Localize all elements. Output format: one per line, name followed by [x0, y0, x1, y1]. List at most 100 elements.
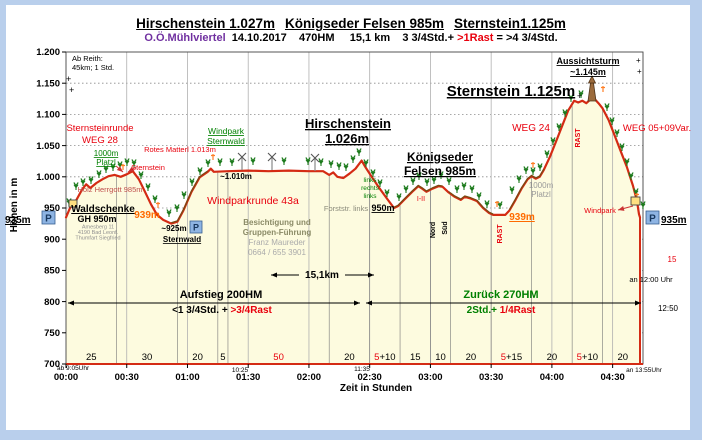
y-tick-label: 900 — [44, 234, 60, 245]
shrine-cross-icon — [531, 162, 535, 168]
tree-icon — [181, 191, 187, 199]
besichtigung-3: Franz Maureder — [249, 238, 306, 247]
x-tick-label: 04:30 — [600, 372, 624, 383]
tree-icon — [73, 182, 79, 190]
zurueck-time: 2Std.+ 1/4Rast — [467, 305, 536, 316]
i-ii-label: I-II — [417, 196, 425, 203]
segment-minutes-label: 30 — [142, 352, 153, 363]
tree-icon — [250, 157, 256, 165]
right-1250: 12:50 — [658, 304, 679, 313]
tree-icon — [145, 183, 151, 191]
x-tick-label: 03:00 — [418, 372, 442, 383]
weg-05-09-label: WEG 05+09Var. — [623, 123, 691, 134]
tree-icon — [556, 123, 562, 131]
tree-icon — [318, 158, 324, 166]
subtitle-total: = >4 3/4Std. — [493, 32, 558, 44]
segment-minutes-label: 50 — [273, 352, 284, 363]
tree-icon — [476, 192, 482, 200]
tree-icon — [431, 176, 437, 184]
tree-icon — [633, 188, 639, 196]
arrowhead — [271, 272, 277, 278]
tree-icon — [614, 129, 620, 137]
x-tick-label: 00:00 — [54, 372, 78, 383]
tree-icon — [229, 158, 235, 166]
platzl-left-2: Platzl — [96, 158, 116, 167]
besichtigung-1: Besichtigung und — [243, 218, 311, 227]
p-end-935m: 935m — [661, 215, 687, 226]
links-rechts-3: links — [363, 193, 377, 200]
chart-titles: Hirschenstein 1.027m Königseder Felsen 98… — [0, 16, 702, 44]
trail-overlay — [171, 170, 209, 224]
segment-minutes-label: 20 — [617, 352, 628, 363]
trail-overlay — [448, 191, 494, 215]
tree-icon — [350, 155, 356, 163]
y-tick-label: 1.050 — [36, 141, 60, 152]
tree-icon — [396, 193, 402, 201]
tree-icon — [370, 169, 376, 177]
windpark-sternwald-1: Windpark — [208, 126, 245, 136]
plus-left-1: + — [66, 74, 71, 84]
tree-icon — [537, 163, 543, 171]
tree-icon — [469, 185, 475, 193]
hirschenstein-label-1: Hirschenstein — [305, 116, 391, 131]
x-tick-label: 01:00 — [175, 372, 199, 383]
aufstieg-time: <1 3/4Std. + >3/4Rast — [172, 305, 272, 316]
tree-icon — [562, 109, 568, 117]
tree-icon — [438, 171, 444, 179]
tree-icon — [110, 163, 116, 171]
aussichtsturm-2: ~1.145m — [570, 67, 606, 77]
segment-minutes-label: 20 — [466, 352, 477, 363]
trail-overlay — [393, 184, 443, 208]
p-start-935m: 935m — [5, 215, 31, 226]
segment-minutes-label: 20 — [547, 352, 558, 363]
y-tick-label: 1.150 — [36, 78, 60, 89]
tree-icon — [336, 162, 342, 170]
rast-2-label: RAST — [575, 128, 582, 148]
aufstieg-label: Aufstieg 200HM — [180, 289, 263, 301]
tree-icon — [416, 172, 422, 180]
tree-icon — [205, 159, 211, 167]
platzl-right-1: 1000m — [529, 181, 554, 190]
x-tick-label: 00:30 — [115, 372, 139, 383]
tree-icon — [403, 185, 409, 193]
y-tick-label: 700 — [44, 359, 60, 370]
waldschenke-addr3: Thumfart Siegfried — [75, 236, 120, 242]
forststr-links-label: Forststr. links — [324, 204, 368, 213]
sub-title: O.Ö.Mühlviertel 14.10.2017 470HM 15,1 km… — [0, 32, 702, 44]
tree-icon — [152, 195, 158, 203]
sternwald-p-label: Sternwald — [163, 235, 201, 244]
tree-icon — [530, 167, 536, 175]
tree-icon — [640, 201, 646, 209]
tree-icon — [356, 148, 362, 156]
segment-minutes-label: 10 — [435, 352, 446, 363]
tree-icon — [124, 158, 130, 166]
parking-marker — [189, 220, 203, 234]
tree-icon — [568, 94, 574, 102]
x-tick-label: 04:00 — [540, 372, 564, 383]
shrine-cross-icon — [495, 201, 499, 207]
right-an-1200: an 12:00 Uhr — [629, 275, 673, 284]
arrowhead — [354, 300, 360, 306]
right-15: 15 — [668, 255, 677, 264]
wind-turbine-icon — [267, 152, 277, 162]
tree-icon — [424, 178, 430, 186]
koenigseder-label-1: Königseder — [407, 150, 473, 164]
shrine-cross-icon — [211, 154, 215, 160]
platzl-right-2: Platzl — [531, 190, 551, 199]
sternsteinrunde-label: Sternsteinrunde — [66, 123, 133, 134]
main-title: Hirschenstein 1.027m Königseder Felsen 98… — [0, 16, 702, 31]
tree-icon — [189, 178, 195, 186]
tree-icon — [484, 200, 490, 208]
waldschenke-addr1: Amesberg 11 — [82, 225, 114, 231]
tree-icon — [305, 157, 311, 165]
parking-letter: P — [193, 223, 199, 233]
y-tick-label: 1.000 — [36, 172, 60, 183]
m950-label: 950m — [371, 203, 394, 213]
arrowhead — [68, 300, 74, 306]
house-icon — [68, 199, 78, 208]
x-tick-label: 02:00 — [297, 372, 321, 383]
tree-icon — [96, 170, 102, 178]
rast-1-label: RAST — [497, 224, 504, 244]
